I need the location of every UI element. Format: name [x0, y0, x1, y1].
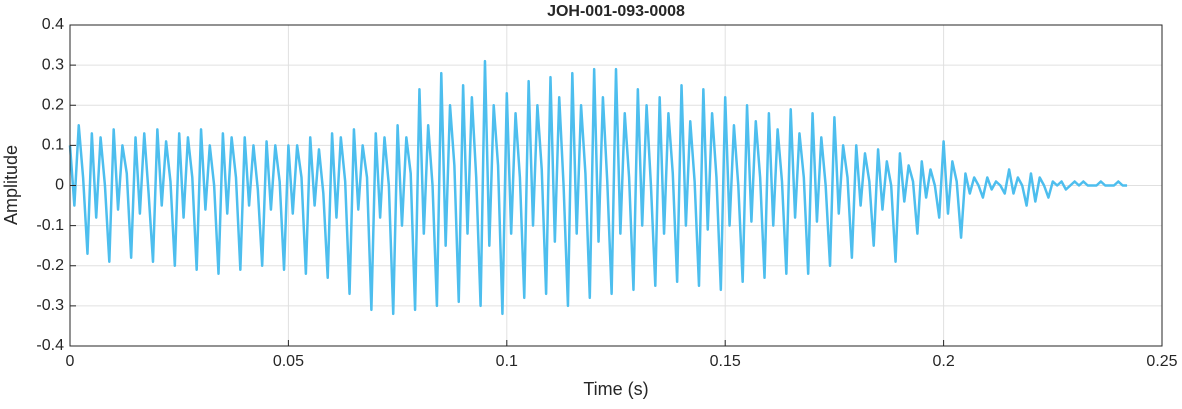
y-tick-label: 0.4 — [42, 16, 64, 33]
x-tick-label: 0.1 — [496, 353, 518, 370]
y-tick-label: -0.3 — [36, 297, 64, 314]
x-tick-label: 0.25 — [1146, 353, 1177, 370]
y-tick-label: 0.3 — [42, 56, 64, 73]
y-tick-label: -0.1 — [36, 217, 64, 234]
plot — [68, 59, 1128, 316]
y-tick-label: 0.2 — [42, 96, 64, 113]
x-tick-label: 0.05 — [273, 353, 304, 370]
x-tick-label: 0 — [66, 353, 75, 370]
x-tick-label: 0.15 — [710, 353, 741, 370]
chart-title: JOH-001-093-0008 — [547, 3, 685, 20]
y-tick-label: -0.2 — [36, 257, 64, 274]
y-tick-label: 0 — [55, 177, 64, 194]
y-axis-label: Amplitude — [1, 145, 21, 225]
x-tick-label: 0.2 — [932, 353, 954, 370]
y-tick-label: -0.4 — [36, 337, 64, 354]
x-axis-label: Time (s) — [583, 379, 648, 399]
waveform-line — [68, 59, 1128, 316]
y-tick-label: 0.1 — [42, 137, 64, 154]
